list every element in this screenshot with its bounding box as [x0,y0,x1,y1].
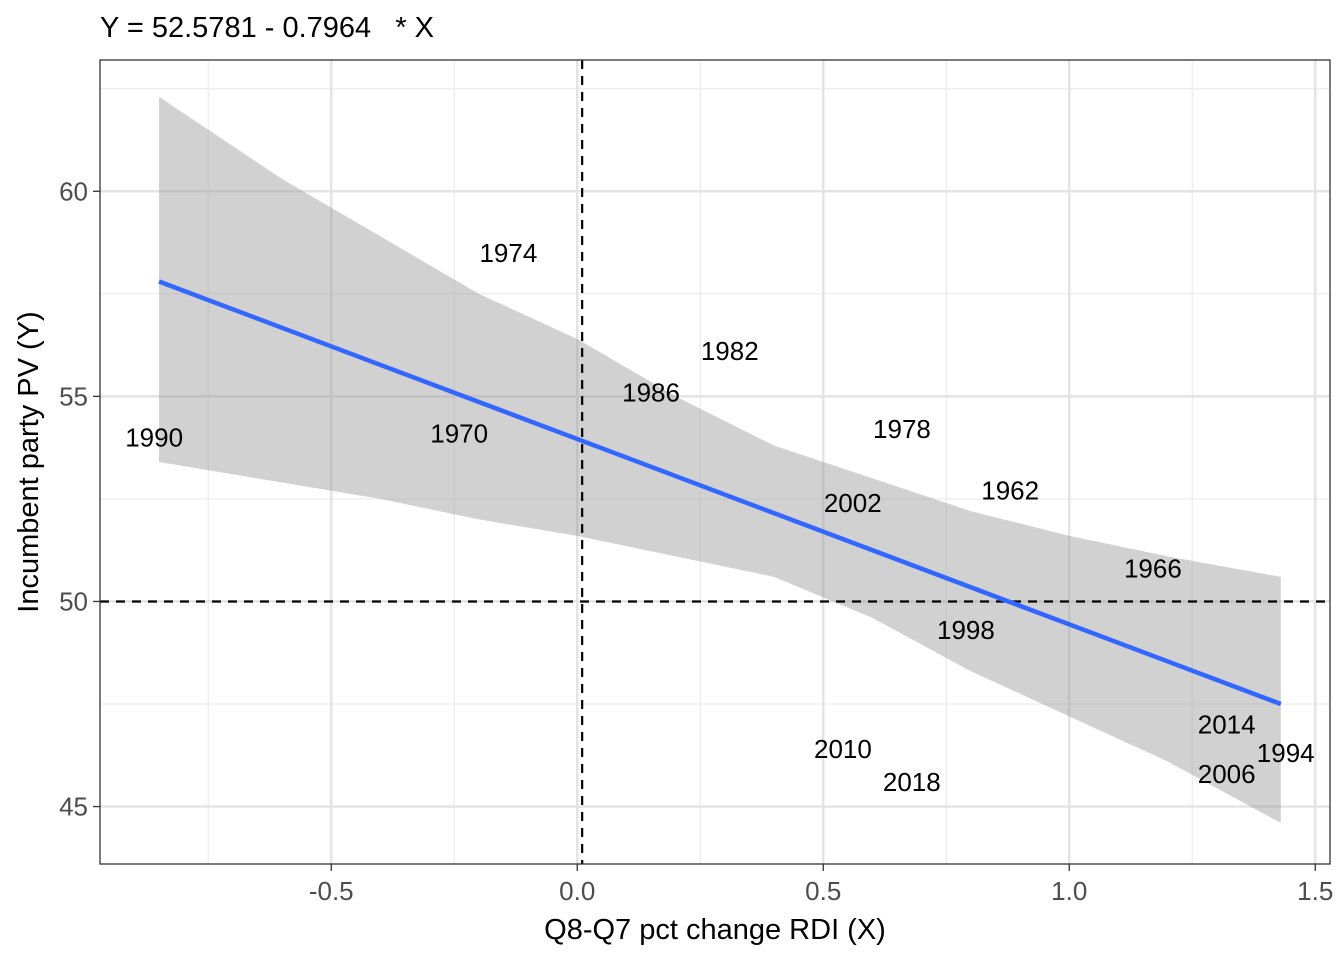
confidence-band [159,96,1281,823]
plot-border [99,59,1331,865]
fit-line-layer [158,279,1282,707]
point-label-2014: 2014 [1198,710,1256,740]
x-tick-label: 1.5 [1297,876,1333,906]
point-label-1994: 1994 [1257,738,1315,768]
y-tick-label: 60 [59,176,88,206]
point-label-2002: 2002 [824,488,882,518]
point-label-1978: 1978 [873,414,931,444]
point-label-1974: 1974 [479,238,537,268]
point-label-1966: 1966 [1124,554,1182,584]
point-label-1998: 1998 [937,615,995,645]
point-label-1982: 1982 [701,336,759,366]
x-tick-label: 1.0 [1051,876,1087,906]
point-label-2010: 2010 [814,734,872,764]
x-axis-title: Q8-Q7 pct change RDI (X) [544,914,886,946]
confidence-band-layer [159,96,1281,823]
y-tick-label: 55 [59,381,88,411]
y-axis-title: Incumbent party PV (Y) [13,311,45,612]
x-tick-label: 0.0 [559,876,595,906]
point-label-2018: 2018 [883,767,941,797]
point-label-1990: 1990 [125,422,183,452]
reference-lines [100,60,1330,864]
point-label-2006: 2006 [1198,759,1256,789]
x-tick-label: -0.5 [309,876,354,906]
point-labels: 1990 1974 1970 1986 1982 1978 2002 1962 1966 1998… [125,238,1314,797]
y-tick-label: 50 [59,586,88,616]
chart-title: Y = 52.5781 - 0.7964 * X [100,12,434,44]
x-tick-label: 0.5 [805,876,841,906]
axis-ticks: -0.5 0.0 0.5 1.0 1.5 45 50 55 60 [59,176,1333,906]
point-label-1986: 1986 [622,377,680,407]
point-label-1970: 1970 [430,418,488,448]
y-tick-label: 45 [59,792,88,822]
point-label-1962: 1962 [981,476,1039,506]
grid [100,60,1330,864]
regression-line [158,279,1282,707]
